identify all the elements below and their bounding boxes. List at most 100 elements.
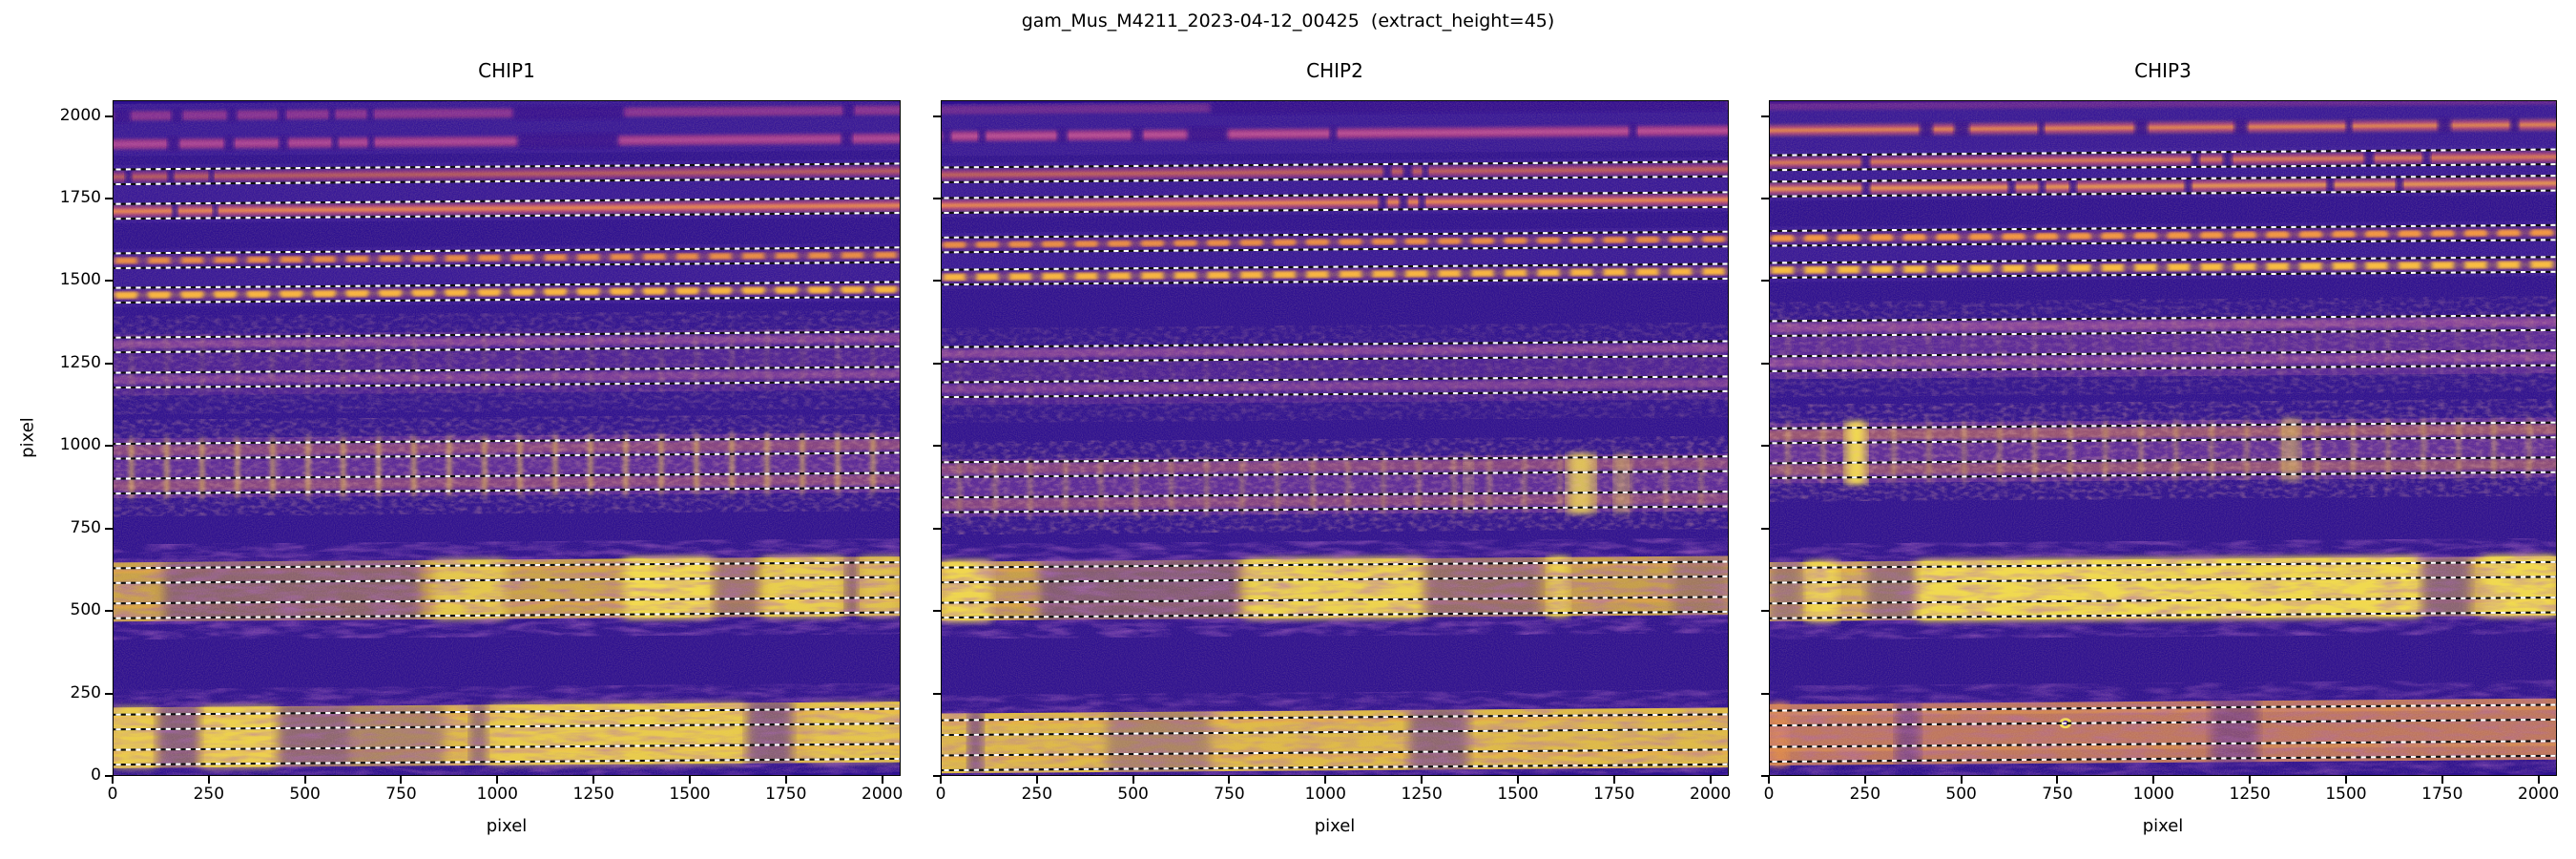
panel-title-chip3: CHIP3 xyxy=(2134,59,2192,82)
y-tick-label: 2000 xyxy=(59,105,101,125)
x-tick xyxy=(303,776,306,784)
x-tick xyxy=(592,776,595,784)
x-tick-label: 1250 xyxy=(2229,785,2271,804)
y-tick xyxy=(105,527,113,530)
y-tick-label: 500 xyxy=(70,600,101,620)
x-tick xyxy=(1132,776,1134,784)
x-tick xyxy=(1709,776,1712,784)
y-tick xyxy=(933,115,941,117)
x-tick xyxy=(112,776,114,784)
x-tick-label: 0 xyxy=(1763,785,1775,804)
y-tick xyxy=(1761,115,1769,117)
x-tick xyxy=(1960,776,1963,784)
x-tick xyxy=(496,776,499,784)
y-tick xyxy=(933,198,941,200)
y-tick-label: 1250 xyxy=(59,352,101,372)
y-tick xyxy=(933,775,941,777)
x-tick xyxy=(2249,776,2252,784)
x-tick-label: 1250 xyxy=(1401,785,1443,804)
y-tick-label: 1000 xyxy=(59,435,101,455)
x-tick-label: 2000 xyxy=(862,785,904,804)
y-tick xyxy=(1761,362,1769,365)
y-tick xyxy=(933,280,941,283)
x-tick xyxy=(1421,776,1423,784)
x-tick xyxy=(1324,776,1327,784)
x-tick-label: 500 xyxy=(1117,785,1149,804)
x-tick xyxy=(207,776,210,784)
chip3-spectral-image xyxy=(1770,101,2556,775)
x-tick xyxy=(2056,776,2059,784)
x-tick xyxy=(1612,776,1615,784)
x-tick-label: 500 xyxy=(1945,785,1977,804)
x-tick xyxy=(1768,776,1770,784)
chip1-axes xyxy=(113,100,901,776)
y-tick xyxy=(1761,198,1769,200)
x-tick-label: 2000 xyxy=(1690,785,1732,804)
panel-title-chip2: CHIP2 xyxy=(1306,59,1363,82)
y-tick xyxy=(1761,692,1769,695)
y-axis-label: pixel xyxy=(17,417,38,458)
y-tick xyxy=(105,775,113,777)
chip3-axes xyxy=(1769,100,2557,776)
x-tick-label: 750 xyxy=(2042,785,2073,804)
x-tick xyxy=(881,776,883,784)
x-tick-label: 1500 xyxy=(669,785,711,804)
chip2-spectral-image xyxy=(942,101,1728,775)
y-tick xyxy=(1761,527,1769,530)
x-tick xyxy=(2344,776,2347,784)
x-tick-label: 750 xyxy=(385,785,417,804)
x-tick-label: 0 xyxy=(107,785,118,804)
y-tick xyxy=(933,610,941,613)
y-tick xyxy=(933,692,941,695)
x-tick-label: 750 xyxy=(1214,785,1245,804)
x-tick-label: 1750 xyxy=(2421,785,2463,804)
y-tick xyxy=(1761,775,1769,777)
x-axis-label: pixel xyxy=(486,816,528,836)
panel-title-chip1: CHIP1 xyxy=(478,59,535,82)
y-tick xyxy=(1761,445,1769,448)
x-tick xyxy=(400,776,403,784)
x-tick-label: 250 xyxy=(1849,785,1881,804)
x-tick xyxy=(1863,776,1866,784)
x-tick xyxy=(940,776,942,784)
x-tick xyxy=(2441,776,2443,784)
y-tick xyxy=(1761,610,1769,613)
x-tick-label: 250 xyxy=(193,785,225,804)
x-tick-label: 0 xyxy=(935,785,946,804)
y-tick xyxy=(105,115,113,117)
x-tick-label: 1000 xyxy=(2132,785,2174,804)
x-tick xyxy=(1035,776,1038,784)
figure-title: gam_Mus_M4211_2023-04-12_00425 (extract_… xyxy=(1021,10,1555,31)
y-tick xyxy=(105,692,113,695)
y-tick xyxy=(105,445,113,448)
x-tick-label: 1500 xyxy=(2325,785,2367,804)
x-tick-label: 1750 xyxy=(1593,785,1635,804)
x-tick-label: 250 xyxy=(1021,785,1053,804)
y-tick xyxy=(933,362,941,365)
y-tick-label: 1500 xyxy=(59,270,101,290)
chip2-axes xyxy=(941,100,1729,776)
x-tick xyxy=(688,776,691,784)
y-tick xyxy=(105,280,113,283)
y-tick xyxy=(1761,280,1769,283)
x-tick-label: 1000 xyxy=(1304,785,1346,804)
y-tick xyxy=(933,527,941,530)
x-tick-label: 2000 xyxy=(2518,785,2560,804)
y-tick-label: 1750 xyxy=(59,188,101,208)
x-axis-label: pixel xyxy=(1314,816,1356,836)
x-tick-label: 1750 xyxy=(765,785,807,804)
y-tick xyxy=(933,445,941,448)
x-tick xyxy=(1228,776,1231,784)
y-tick xyxy=(105,362,113,365)
x-tick-label: 500 xyxy=(289,785,321,804)
chip1-spectral-image xyxy=(114,101,900,775)
y-tick-label: 0 xyxy=(91,765,101,785)
x-axis-label: pixel xyxy=(2142,816,2184,836)
x-tick-label: 1500 xyxy=(1497,785,1539,804)
x-tick xyxy=(784,776,787,784)
x-tick xyxy=(2152,776,2155,784)
y-tick-label: 250 xyxy=(70,682,101,702)
y-tick xyxy=(105,198,113,200)
y-tick xyxy=(105,610,113,613)
